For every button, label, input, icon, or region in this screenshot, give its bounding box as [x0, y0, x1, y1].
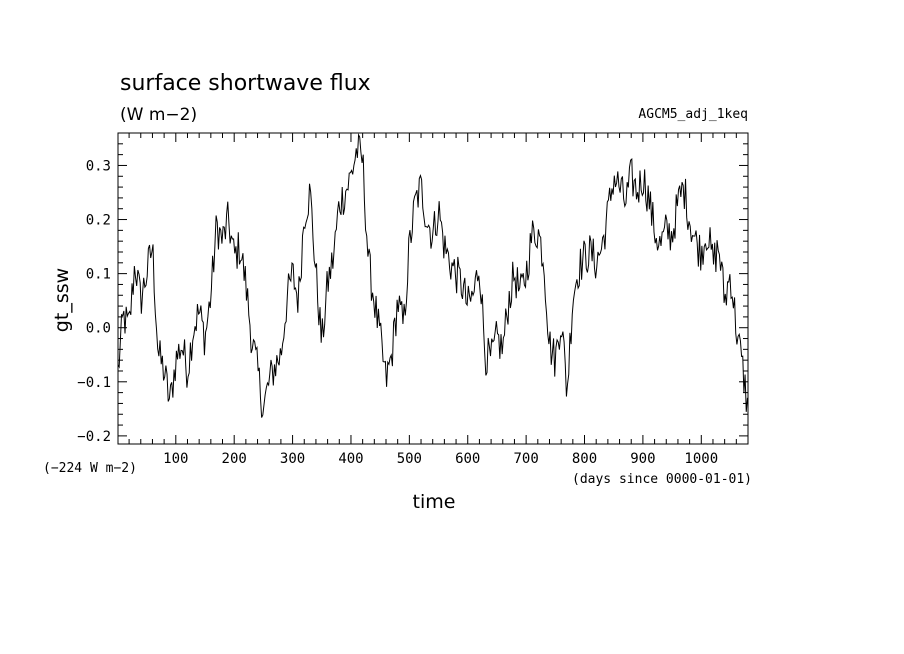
x-tick-label: 400 [338, 451, 363, 467]
series-line [117, 133, 748, 418]
y-tick-label: −0.2 [77, 429, 111, 445]
offset-note: (−224 W m−2) [43, 461, 137, 476]
x-tick-label: 700 [513, 451, 538, 467]
y-axis-label: gt_ssw [51, 268, 73, 332]
x-tick-label: 900 [630, 451, 655, 467]
y-tick-label: 0.0 [86, 321, 111, 337]
plot-frame [117, 132, 749, 445]
x-tick-label: 1000 [684, 451, 718, 467]
x-tick-label: 100 [163, 451, 188, 467]
y-tick-label: −0.1 [77, 375, 111, 391]
x-units-note: (days since 0000-01-01) [572, 472, 752, 487]
x-tick-label: 300 [280, 451, 305, 467]
x-tick-label: 600 [455, 451, 480, 467]
y-tick-label: 0.2 [86, 213, 111, 229]
run-label: AGCM5_adj_1keq [638, 107, 748, 122]
x-tick-label: 800 [572, 451, 597, 467]
x-axis-label: time [413, 491, 456, 513]
x-tick-label: 200 [222, 451, 247, 467]
chart-title: surface shortwave flux [120, 71, 371, 96]
chart-units: (W m−2) [120, 105, 197, 125]
y-tick-label: 0.3 [86, 158, 111, 174]
x-tick-label: 500 [397, 451, 422, 467]
y-tick-label: 0.1 [86, 267, 111, 283]
